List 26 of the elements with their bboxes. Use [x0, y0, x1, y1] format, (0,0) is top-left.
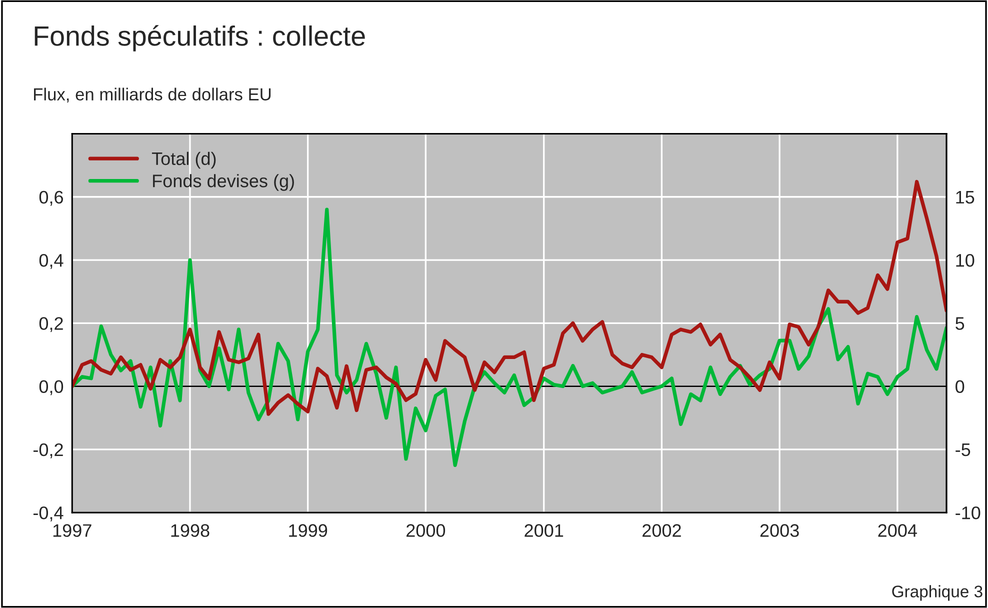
legend-label: Total (d)	[152, 152, 216, 169]
y2-tick-label: 15	[956, 191, 974, 204]
x-tick-label: 1997	[53, 524, 92, 537]
x-tick-label: 1999	[289, 524, 328, 537]
x-tick-label: 1998	[171, 524, 210, 537]
y-tick-label: -0,4	[33, 506, 64, 522]
y2-tick-label: 0	[956, 380, 964, 394]
chart-title: Fonds spéculatifs : collecte	[34, 25, 365, 52]
y2-tick-label: 5	[956, 317, 964, 330]
legend-label: Fonds devises (g)	[153, 174, 294, 191]
y2-tick-label: -5	[956, 444, 970, 456]
y-tick-label: 0,0	[39, 380, 64, 396]
line-series	[72, 208, 947, 467]
x-tick-label: 2001	[524, 524, 564, 537]
x-tick-label: 2004	[878, 524, 917, 537]
x-tick-label: 2002	[642, 524, 681, 537]
x-tick-label: 2000	[406, 524, 446, 537]
x-tick-label: 2003	[760, 524, 799, 537]
y-tick-label: 0,4	[39, 254, 64, 269]
y-tick-label: 0,6	[39, 190, 63, 206]
y-tick-label: 0,2	[39, 317, 63, 332]
y-tick-label: -0,2	[33, 443, 63, 458]
y2-tick-label: -10	[956, 506, 980, 520]
y2-tick-label: 10	[956, 254, 974, 267]
chart-subtitle: Flux, en milliards de dollars EU	[34, 88, 271, 103]
text: Graphique 3	[892, 585, 982, 601]
